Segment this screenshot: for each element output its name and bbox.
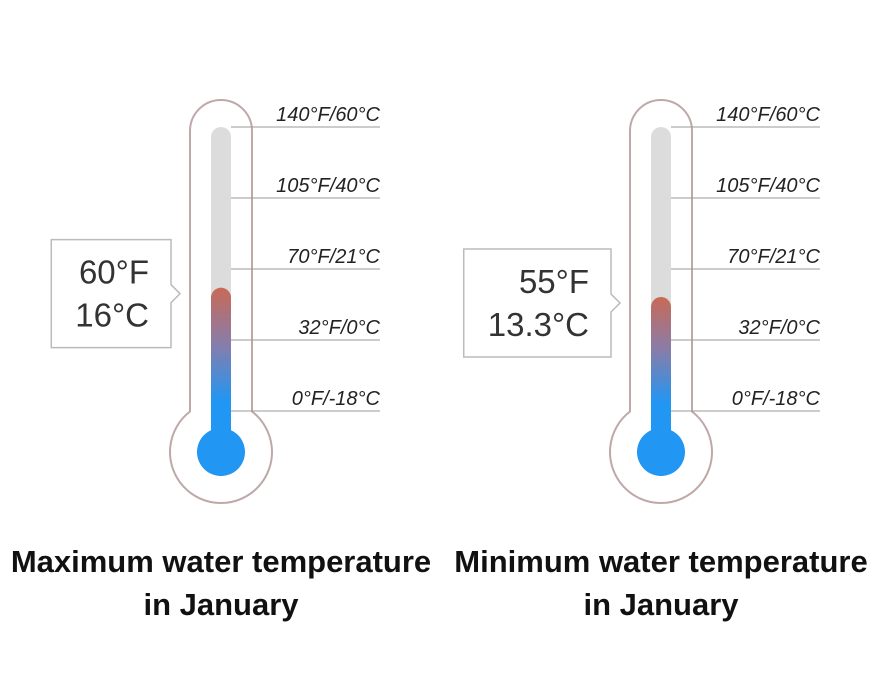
- value-label: 60°F: [79, 254, 149, 291]
- bulb: [637, 428, 685, 476]
- bulb: [197, 428, 245, 476]
- mercury: [211, 287, 231, 445]
- callout: [50, 238, 182, 349]
- tick-label: 0°F/-18°C: [292, 388, 381, 410]
- tick-label: 32°F/0°C: [738, 317, 820, 339]
- tick-label: 105°F/40°C: [276, 175, 380, 197]
- tick-label: 105°F/40°C: [716, 175, 820, 197]
- value-label: 55°F: [519, 263, 589, 300]
- chart-title: Minimum water temperature in January: [454, 544, 868, 622]
- value-label-celsius: 16°C: [75, 297, 149, 334]
- chart-title: Maximum water temperature in January: [10, 544, 432, 622]
- tick-label: 70°F/21°C: [287, 246, 380, 268]
- tick-label: 0°F/-18°C: [732, 388, 821, 410]
- tick-label: 140°F/60°C: [276, 104, 380, 126]
- tick-label: 32°F/0°C: [298, 317, 380, 339]
- tick-label: 140°F/60°C: [716, 104, 820, 126]
- tick-label: 70°F/21°C: [727, 246, 820, 268]
- mercury: [651, 297, 671, 445]
- value-label-celsius: 13.3°C: [488, 306, 589, 343]
- callout: [462, 248, 622, 358]
